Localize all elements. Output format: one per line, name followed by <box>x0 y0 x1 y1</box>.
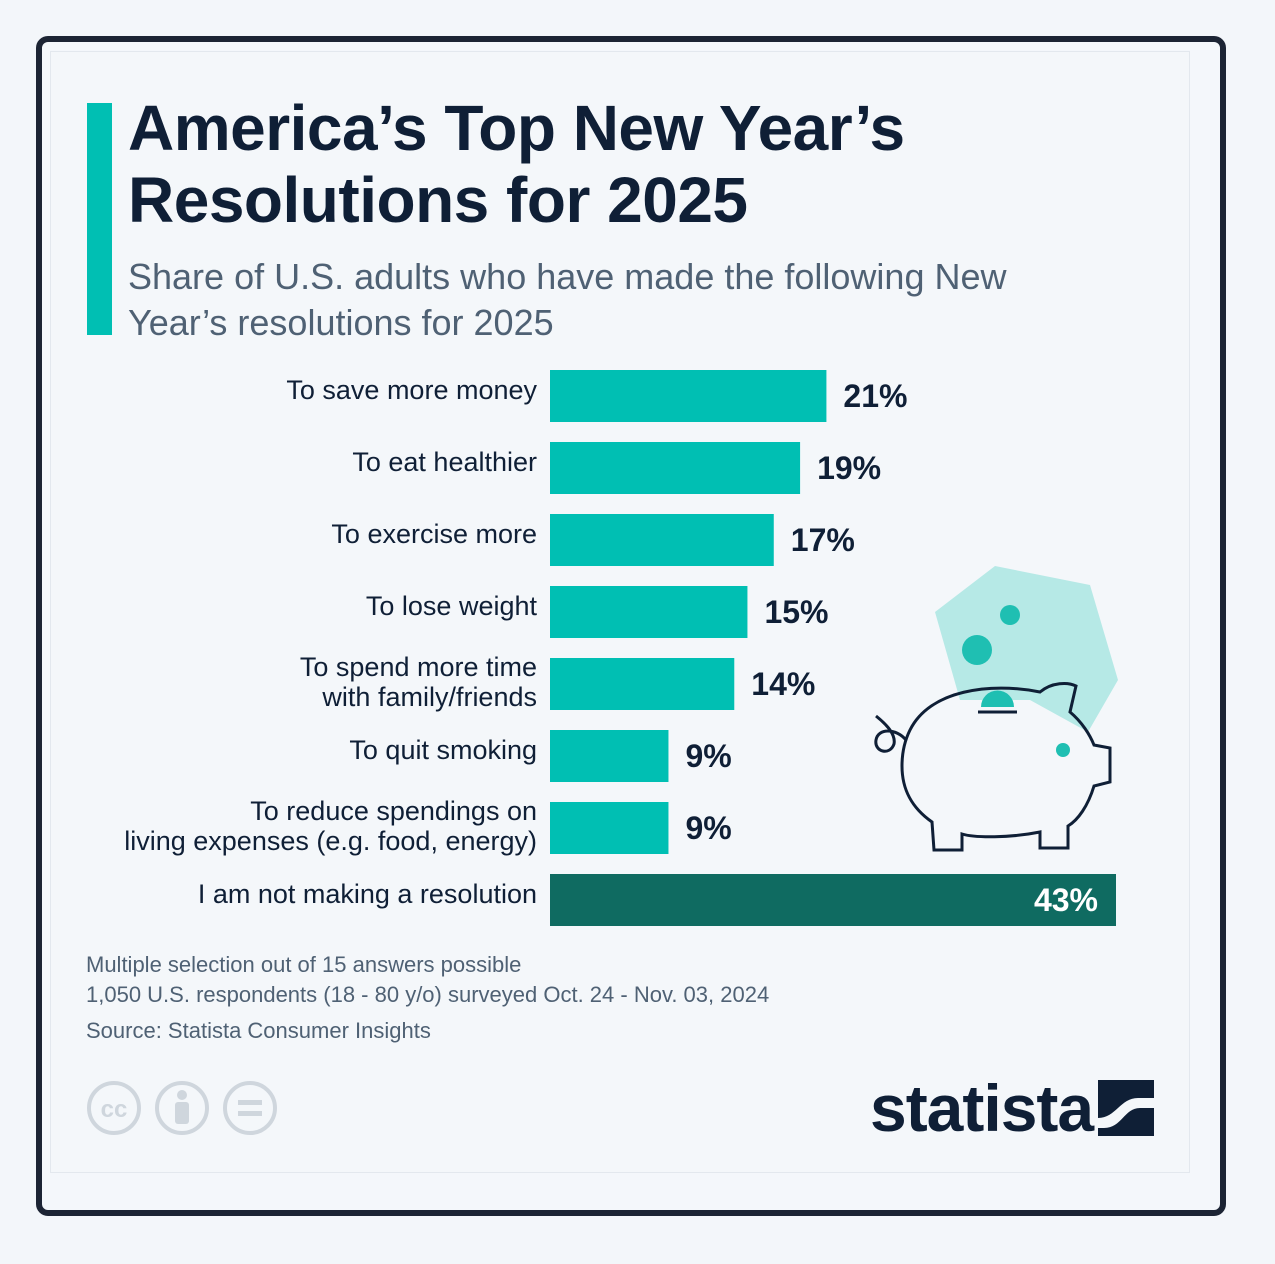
svg-text:cc: cc <box>101 1096 128 1123</box>
statista-logo-text[interactable]: statista <box>870 1071 1094 1145</box>
bar <box>550 658 735 710</box>
category-label: To exercise more <box>331 519 537 549</box>
category-label: To save more money <box>286 375 537 405</box>
title-accent-bar <box>87 103 112 335</box>
bar-value-label: 19% <box>817 450 881 486</box>
bar <box>550 730 669 782</box>
category-label-line: To save more money <box>286 375 537 405</box>
bar-value-label: 43% <box>1034 882 1098 918</box>
bar <box>550 442 801 494</box>
bar-value-label: 14% <box>751 666 815 702</box>
license-icons: cc <box>87 1081 277 1135</box>
category-label-line: To spend more time <box>300 652 537 682</box>
category-label: To quit smoking <box>349 735 537 765</box>
chart-title: America’s Top New Year’s Resolutions for… <box>128 92 905 236</box>
bar <box>550 370 827 422</box>
category-label-line: I am not making a resolution <box>198 879 537 909</box>
bar-value-label: 21% <box>843 378 907 414</box>
category-label: To lose weight <box>366 591 538 621</box>
bar-value-label: 15% <box>764 594 828 630</box>
attribution-icon[interactable] <box>155 1081 209 1135</box>
chart-subtitle: Share of U.S. adults who have made the f… <box>128 256 1007 343</box>
category-label: To eat healthier <box>352 447 537 477</box>
no-derivatives-icon[interactable] <box>223 1081 277 1135</box>
creative-commons-icon[interactable]: cc <box>87 1081 141 1135</box>
bar <box>550 802 669 854</box>
category-label-line: To eat healthier <box>352 447 537 477</box>
note-respondents: 1,050 U.S. respondents (18 - 80 y/o) sur… <box>86 982 770 1007</box>
category-label: To spend more time with family/friends <box>300 652 537 712</box>
category-label-line: To reduce spendings on <box>250 796 537 826</box>
source-text: Source: Statista Consumer Insights <box>86 1018 431 1043</box>
category-label: I am not making a resolution <box>198 879 537 909</box>
bar <box>550 586 748 638</box>
bar-value-label: 9% <box>685 810 731 846</box>
piggy-bank-icon <box>874 566 1118 852</box>
note-multiple-selection: Multiple selection out of 15 answers pos… <box>86 952 522 977</box>
bar <box>550 874 1116 926</box>
category-label-line: To exercise more <box>331 519 537 549</box>
bar-value-label: 9% <box>685 738 731 774</box>
category-label-line: with family/friends <box>321 682 537 712</box>
category-label-line: living expenses (e.g. food, energy) <box>124 826 537 856</box>
chart-notes: Multiple selection out of 15 answers pos… <box>86 950 886 1046</box>
category-label-line: To quit smoking <box>349 735 537 765</box>
category-label-line: To lose weight <box>366 591 538 621</box>
statista-logo-icon <box>1098 1080 1154 1136</box>
bar-value-label: 17% <box>791 522 855 558</box>
category-label: To reduce spendings on living expenses (e… <box>124 796 537 856</box>
bar <box>550 514 774 566</box>
